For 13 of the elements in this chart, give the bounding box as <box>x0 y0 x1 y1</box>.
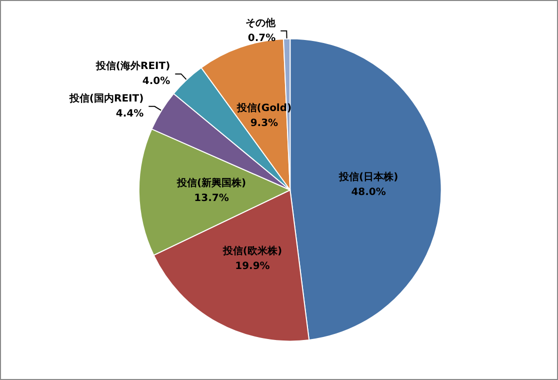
slice-label: 投信(日本株) <box>338 171 398 184</box>
data-label: 0.7% <box>248 32 276 44</box>
slice-label: その他 <box>246 16 277 29</box>
data-label: 19.9% <box>235 260 270 272</box>
slice-label: 投信(欧米株) <box>222 244 282 257</box>
slice-label: 投信(国内REIT) <box>68 92 144 104</box>
data-label: 13.7% <box>194 193 229 204</box>
slice-label: 投信(新興国株) <box>176 177 246 190</box>
data-label: 4.0% <box>142 76 170 87</box>
data-label: 4.4% <box>116 108 144 120</box>
data-label: 48.0% <box>351 187 386 198</box>
data-label: 9.3% <box>250 118 278 129</box>
slice-label: 投信(海外REIT) <box>94 60 170 72</box>
